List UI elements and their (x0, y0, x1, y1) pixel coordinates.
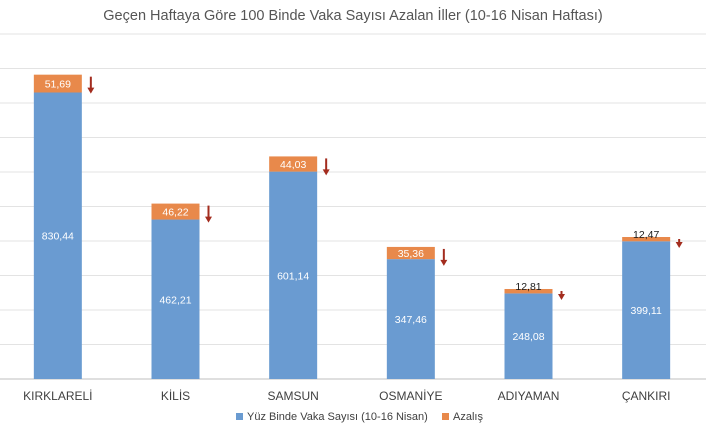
bar-4-series-2 (386, 246, 435, 260)
category-label-1: KIRKLARELİ (23, 389, 92, 403)
down-arrow-icon-head (675, 242, 683, 249)
data-label-3-series-1: 601,14 (277, 270, 309, 282)
down-arrow-icon-head (87, 87, 95, 94)
data-label-1-series-2: 51,69 (45, 79, 71, 91)
legend: Yüz Binde Vaka Sayısı (10-16 Nisan) Azal… (236, 411, 483, 423)
down-arrow-icon-head (322, 169, 330, 176)
down-arrow-icon-head (440, 259, 448, 266)
data-label-6-series-2: 12,47 (633, 229, 659, 241)
bar-2-series-2 (151, 203, 200, 220)
down-arrow-icon-head (558, 293, 565, 300)
data-label-1-series-1: 830,44 (42, 231, 74, 243)
legend-label-series-1: Yüz Binde Vaka Sayısı (10-16 Nisan) (247, 411, 428, 423)
bar-1-series-1 (33, 92, 82, 379)
bar-6-series-2 (622, 237, 671, 242)
legend-label-series-2: Azalış (453, 411, 483, 423)
down-arrow-icon-head (205, 216, 212, 223)
bars: 830,44 51,69 462,21 46,22 601,14 44,03 347,46 3… (33, 74, 683, 379)
category-label-2: KİLİS (161, 389, 190, 403)
data-label-5-series-1: 248,08 (512, 331, 544, 343)
bar-3-series-2 (269, 156, 318, 172)
bar-6-series-1 (622, 241, 671, 379)
data-label-2-series-2: 46,22 (162, 207, 188, 219)
legend-swatch-series-2 (442, 413, 449, 420)
data-label-4-series-2: 35,36 (398, 248, 424, 260)
bar-1-series-2 (33, 74, 82, 93)
data-label-6-series-1: 399,11 (630, 305, 661, 317)
category-labels: KIRKLARELİ KİLİS SAMSUN OSMANİYE ADIYAMAN ÇAN… (23, 389, 670, 403)
gridlines (0, 33, 706, 380)
category-label-3: SAMSUN (267, 389, 318, 403)
data-label-3-series-2: 44,03 (280, 159, 306, 171)
chart-title: Geçen Haftaya Göre 100 Binde Vaka Sayısı… (103, 6, 602, 24)
data-label-4-series-1: 347,46 (395, 314, 427, 326)
bar-4-series-1 (386, 259, 435, 379)
legend-swatch-series-1 (236, 413, 243, 420)
category-label-4: OSMANİYE (379, 389, 442, 403)
category-label-6: ÇANKIRI (622, 389, 671, 403)
data-label-2-series-1: 462,21 (159, 294, 191, 306)
data-label-5-series-2: 12,81 (515, 281, 541, 293)
bar-2-series-1 (151, 219, 200, 379)
bar-3-series-1 (269, 171, 318, 379)
bar-5-series-1 (504, 293, 553, 379)
category-label-5: ADIYAMAN (498, 389, 560, 403)
bar-5-series-2 (504, 288, 553, 294)
